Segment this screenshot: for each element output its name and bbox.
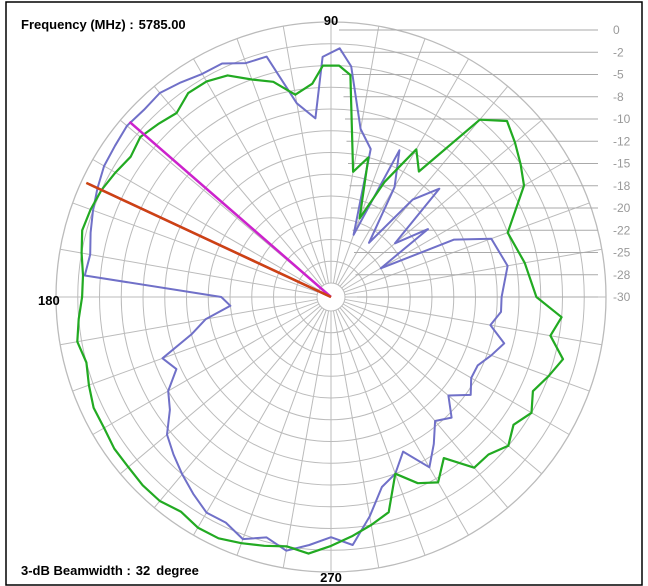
grid-spoke xyxy=(344,248,602,296)
scale-tick-label: -28 xyxy=(613,268,631,282)
scale-tick-label: -10 xyxy=(613,112,631,126)
beam-lines xyxy=(85,120,332,299)
grid-spoke xyxy=(72,202,319,293)
grid-spoke xyxy=(282,310,330,568)
grid-spoke xyxy=(120,305,321,475)
grid-spoke xyxy=(153,86,323,287)
grid-spoke xyxy=(236,309,327,556)
beamwidth-readout: 3-dB Beamwidth : 32 degree xyxy=(21,563,199,578)
frequency-label: Frequency (MHz) : xyxy=(21,17,134,32)
radial-scale: 0 -2 -5 -8 -10 -12 -15 -18 -20 -22 -25 -28 -30 xyxy=(339,23,631,304)
scale-tick-label: -12 xyxy=(613,134,631,148)
frequency-value: 5785.00 xyxy=(138,17,186,32)
beamwidth-label: 3-dB Beamwidth : xyxy=(21,563,131,578)
scale-tick-label: -30 xyxy=(613,290,631,304)
grid-spoke xyxy=(60,298,318,346)
grid-spoke xyxy=(92,303,320,435)
series-green-line xyxy=(76,64,565,555)
grid-spoke xyxy=(337,308,469,536)
beam-edge-line xyxy=(128,120,332,298)
grid-spoke xyxy=(344,298,602,346)
scale-tick-label: 0 xyxy=(613,23,620,37)
grid-spoke xyxy=(343,202,590,293)
beam-center-line xyxy=(85,181,332,299)
angle-labels: 90 180 270 xyxy=(38,13,342,585)
series-layer xyxy=(76,47,565,555)
grid-spoke xyxy=(335,309,426,556)
beamwidth-value: 32 xyxy=(135,563,151,578)
grid-spoke xyxy=(60,248,318,296)
angle-label: 270 xyxy=(320,570,342,585)
scale-tick-label: -18 xyxy=(613,179,631,193)
scale-tick-label: -15 xyxy=(613,157,631,171)
grid-spoke xyxy=(335,38,426,285)
angle-label: 90 xyxy=(324,13,338,28)
grid-spoke xyxy=(332,26,380,284)
polar-grid xyxy=(55,21,607,573)
grid-spoke xyxy=(341,119,542,289)
scale-tick-label: -20 xyxy=(613,201,631,215)
scale-tick-label: -5 xyxy=(613,68,624,82)
series-blue-line xyxy=(83,47,509,552)
scale-tick-label: -22 xyxy=(613,223,631,237)
grid-spoke xyxy=(72,301,319,392)
grid-spoke xyxy=(282,26,330,284)
grid-spoke xyxy=(339,307,509,508)
beamwidth-unit: degree xyxy=(156,563,199,578)
scale-tick-label: -2 xyxy=(613,45,624,59)
scale-tick-label: -25 xyxy=(613,246,631,260)
angle-label: 180 xyxy=(38,293,60,308)
grid-spoke xyxy=(193,308,325,536)
frequency-readout: Frequency (MHz) : 5785.00 xyxy=(21,17,186,32)
scale-tick-label: -8 xyxy=(613,90,624,104)
grid-spoke xyxy=(193,58,325,286)
grid-spoke xyxy=(92,159,320,291)
